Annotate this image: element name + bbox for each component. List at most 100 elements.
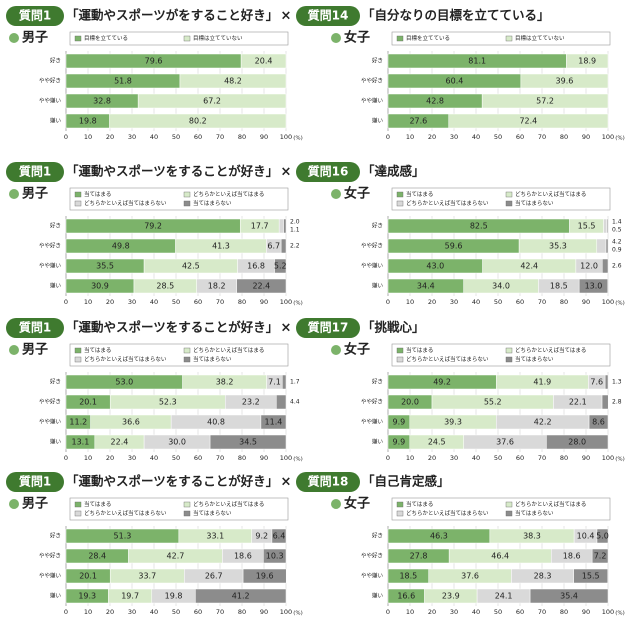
legend-swatch: [183, 35, 191, 42]
value-label: 53.0: [115, 378, 133, 387]
category-label: 嫌い: [372, 438, 384, 446]
category-label: 好き: [50, 378, 61, 386]
bar-segment: [546, 434, 609, 450]
x-tick-label: 100: [602, 608, 614, 616]
legend-label: どちらかといえば当てはまる: [515, 190, 586, 198]
question-title: 「挑戦心」: [362, 320, 425, 335]
legend-label: 当てはまる: [406, 500, 433, 508]
x-tick-label: 40: [472, 298, 480, 306]
legend-swatch: [183, 356, 191, 363]
bar-segment: [588, 414, 609, 430]
value-label: 34.4: [417, 282, 435, 291]
x-tick-label: 30: [450, 608, 458, 616]
value-label: 57.2: [536, 97, 554, 106]
legend-swatch: [183, 501, 191, 508]
legend-frame: [69, 343, 289, 367]
bar-segment: [263, 548, 287, 564]
panel-label: 女子: [344, 186, 370, 202]
legend-label: どちらかといえば当てはまらない: [406, 509, 489, 517]
value-label: 24.5: [428, 438, 446, 447]
value-label: 1.4: [612, 219, 622, 226]
value-label: 82.5: [470, 222, 488, 231]
value-label: 39.3: [444, 418, 462, 427]
x-tick-label: 0: [64, 454, 68, 462]
legend-label: どちらかといえば当てはまる: [193, 346, 264, 354]
question-pill: [296, 6, 360, 26]
value-label: 18.5: [550, 282, 568, 291]
x-tick-label: 100: [280, 454, 292, 462]
x-tick-label: 90: [260, 133, 268, 141]
value-label: 1.1: [290, 227, 300, 234]
value-label: 35.5: [96, 262, 114, 271]
x-tick-label: 60: [516, 133, 524, 141]
value-label: 46.3: [430, 532, 448, 541]
value-label: 5.2: [274, 262, 287, 271]
x-tick-label: 100: [280, 298, 292, 306]
category-label: 嫌い: [372, 117, 384, 125]
question-title: 「自分なりの目標を立てている」: [362, 8, 550, 23]
x-tick-label: 0: [386, 133, 390, 141]
value-label: 16.6: [397, 592, 415, 601]
x-tick-label: 10: [84, 133, 92, 141]
legend-swatch: [505, 510, 513, 517]
question-title: 「運動やスポーツをすることが好き」: [66, 320, 278, 335]
legend-label: どちらかといえば当てはまらない: [84, 355, 167, 363]
value-label: 72.4: [519, 117, 537, 126]
value-label: 35.3: [549, 242, 567, 251]
value-label: 18.5: [399, 572, 417, 581]
category-label: やや好き: [39, 242, 61, 250]
x-tick-label: 20: [428, 608, 436, 616]
panel-label: 男子: [22, 31, 48, 46]
legend-swatch: [74, 35, 82, 42]
category-label: やや嫌い: [39, 97, 62, 105]
category-label: やや好き: [361, 552, 383, 560]
x-tick-label: 90: [582, 608, 590, 616]
legend-label: どちらかといえば当てはまる: [515, 500, 586, 508]
value-label: 59.6: [445, 242, 463, 251]
x-tick-label: 60: [516, 298, 524, 306]
value-label: 36.6: [122, 418, 140, 427]
x-unit: (%): [293, 136, 303, 142]
x-tick-label: 40: [472, 454, 480, 462]
cross: ×: [281, 9, 292, 24]
x-tick-label: 70: [538, 298, 546, 306]
value-label: 49.2: [433, 378, 451, 387]
x-tick-label: 40: [472, 608, 480, 616]
category-label: やや嫌い: [39, 262, 62, 270]
x-tick-label: 0: [386, 608, 390, 616]
legend-frame: [69, 187, 289, 211]
value-label: 10.4: [577, 532, 595, 541]
value-label: 8.6: [592, 418, 605, 427]
value-label: 34.0: [492, 282, 510, 291]
question-number: 質問17: [308, 320, 349, 335]
category-label: 嫌い: [50, 592, 62, 600]
legend-frame: [391, 187, 611, 211]
legend-frame: [391, 31, 611, 46]
value-label: 17.7: [251, 222, 269, 231]
legend-swatch: [74, 347, 82, 354]
x-tick-label: 10: [406, 608, 414, 616]
question-title: 「運動やスポーツをすることが好き」: [66, 164, 278, 179]
x-tick-label: 20: [106, 298, 114, 306]
cross: ×: [281, 165, 292, 180]
x-tick-label: 70: [538, 608, 546, 616]
x-tick-label: 40: [150, 608, 158, 616]
cross: ×: [281, 475, 292, 490]
x-tick-label: 60: [516, 608, 524, 616]
value-label: 46.4: [491, 552, 509, 561]
question-title: 「達成感」: [362, 164, 425, 179]
x-tick-label: 20: [106, 608, 114, 616]
x-tick-label: 20: [106, 133, 114, 141]
legend-swatch: [505, 356, 513, 363]
value-label: 43.0: [426, 262, 444, 271]
cross: ×: [281, 321, 292, 336]
value-label: 5.0: [596, 532, 609, 541]
panel-dot: [9, 499, 19, 509]
x-tick-label: 20: [428, 133, 436, 141]
x-tick-label: 100: [602, 298, 614, 306]
x-tick-label: 40: [150, 454, 158, 462]
value-label: 22.4: [111, 438, 129, 447]
value-label: 49.8: [112, 242, 130, 251]
legend-swatch: [74, 191, 82, 198]
x-tick-label: 50: [172, 608, 180, 616]
